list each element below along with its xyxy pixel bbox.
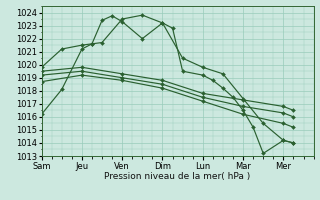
X-axis label: Pression niveau de la mer( hPa ): Pression niveau de la mer( hPa ) — [104, 172, 251, 181]
